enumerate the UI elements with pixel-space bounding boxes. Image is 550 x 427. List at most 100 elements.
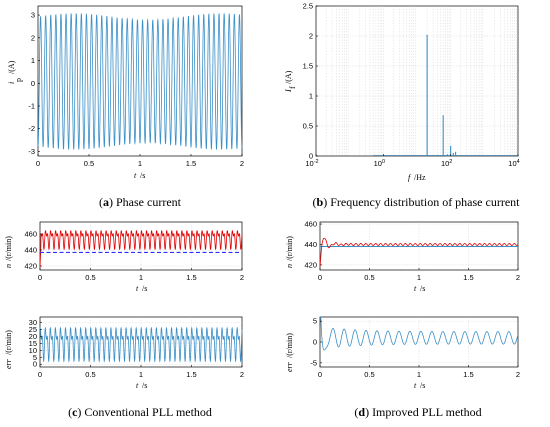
x-tick-label: 2	[240, 370, 244, 379]
caption-text: Conventional PLL method	[84, 405, 212, 419]
phase-current-line	[37, 13, 243, 150]
svg-text:t: t	[414, 284, 417, 293]
svg-text:/s: /s	[142, 284, 147, 293]
x-tick-label: 10-2	[305, 159, 318, 168]
x-tick-label: 1.5	[186, 159, 196, 168]
y-tick-label: 15	[29, 339, 37, 348]
y-tick-label: -5	[310, 358, 317, 367]
x-tick-label: 0.5	[85, 273, 95, 282]
caption-text: Phase current	[116, 195, 182, 209]
caption-tag: d	[358, 405, 365, 419]
data-series	[319, 237, 519, 267]
svg-text:t: t	[136, 284, 139, 293]
caption-c: (c) Conventional PLL method	[68, 405, 212, 419]
y-tick-label: 0	[31, 79, 35, 88]
x-tick-label: 0	[38, 370, 42, 379]
svg-text:t: t	[136, 381, 139, 390]
svg-text:n: n	[285, 264, 294, 268]
data-series	[39, 230, 243, 268]
data-series	[39, 326, 243, 363]
y-tick-label: 30	[29, 318, 37, 327]
y-tick-label: 3	[31, 11, 35, 20]
x-axis-label: t /s	[414, 381, 425, 390]
svg-text:/Hz: /Hz	[414, 173, 426, 182]
y-axis-label: i p /(A)	[7, 60, 23, 84]
y-axis-label: err /(r/min)	[4, 330, 13, 369]
y-axis-label: n /(r/min)	[4, 236, 13, 268]
svg-text:/(r/min): /(r/min)	[285, 333, 294, 358]
axis-ticks: 0 0.5 1 1.5 2 420 440 460	[24, 230, 244, 283]
y-tick-label: -2	[28, 124, 35, 133]
y-tick-label: 2	[309, 32, 313, 41]
plot-frame	[315, 5, 519, 157]
plot-frame	[39, 221, 243, 271]
x-tick-label: 1.5	[186, 273, 196, 282]
caption-tag: c	[72, 405, 78, 419]
axis-ticks: 0 0.5 1 1.5 2 420 440 460	[304, 220, 520, 282]
x-axis-label: t /s	[134, 171, 145, 180]
grid-lines	[40, 222, 242, 270]
y-tick-label: 20	[29, 332, 37, 341]
y-tick-label: 0	[33, 360, 37, 369]
x-tick-label: 0	[318, 370, 322, 379]
x-tick-label: 2	[516, 273, 520, 282]
grid-lines	[40, 317, 242, 367]
x-tick-label: 2	[516, 370, 520, 379]
svg-text:/(A): /(A)	[7, 60, 16, 74]
speed-curve	[39, 230, 243, 268]
x-tick-label: 0.5	[364, 370, 374, 379]
y-tick-label: -3	[28, 147, 35, 156]
y-tick-label: 1	[309, 92, 313, 101]
y-tick-label: -1	[28, 102, 35, 111]
svg-text:/(r/min): /(r/min)	[4, 330, 13, 355]
x-tick-label: 100	[374, 159, 385, 168]
svg-text:f: f	[408, 173, 412, 182]
svg-text:err: err	[285, 361, 294, 372]
y-tick-label: 440	[24, 246, 37, 255]
y-tick-label: 1.5	[303, 62, 313, 71]
x-tick-label: 0.5	[364, 273, 374, 282]
panel-frequency-distribution: 10-2 100 102 104 0 0.5 1 1.5 2 2.5 I f /(A) f /Hz	[284, 2, 520, 183]
panel-improved-error: 0 0.5 1 1.5 2-505 err /(r/min) t /s	[285, 316, 520, 390]
data-series	[320, 316, 519, 351]
y-axis-label: n /(r/min)	[285, 236, 294, 268]
caption-b: (b) Frequency distribution of phase curr…	[313, 195, 521, 209]
x-tick-label: 0	[318, 273, 322, 282]
y-tick-label: 5	[33, 353, 37, 362]
svg-text:/s: /s	[142, 381, 147, 390]
x-tick-label: 1	[139, 273, 143, 282]
x-tick-label: 1.5	[186, 370, 196, 379]
y-axis-label: I f /(A)	[284, 70, 297, 93]
y-tick-label: 0	[313, 338, 317, 347]
grid-lines	[316, 6, 518, 156]
x-tick-label: 1.5	[463, 370, 473, 379]
error-curve	[320, 316, 519, 351]
x-tick-label: 0	[38, 273, 42, 282]
svg-text:p: p	[14, 78, 23, 82]
x-tick-label: 1	[417, 273, 421, 282]
y-tick-label: 440	[304, 240, 317, 249]
x-tick-label: 104	[508, 159, 519, 168]
grid-lines	[320, 317, 518, 367]
y-tick-label: 420	[304, 260, 317, 269]
y-axis-label: err /(r/min)	[285, 333, 294, 372]
x-tick-label: 1	[417, 370, 421, 379]
speed-curve	[319, 237, 519, 267]
svg-text:/s: /s	[420, 284, 425, 293]
svg-text:/(r/min): /(r/min)	[4, 236, 13, 261]
y-tick-label: 0.5	[303, 122, 313, 131]
x-tick-label: 0	[36, 159, 40, 168]
caption-a: (a) Phase current	[99, 195, 182, 209]
caption-tag: a	[103, 195, 109, 209]
y-tick-label: 460	[304, 220, 317, 229]
caption-text: Improved PLL method	[372, 405, 482, 419]
x-tick-label: 0.5	[84, 159, 94, 168]
x-tick-label: 1.5	[463, 273, 473, 282]
error-curve	[39, 326, 243, 363]
axis-ticks: 10-2 100 102 104 0 0.5 1 1.5 2 2.5	[303, 2, 520, 169]
caption-d: (d) Improved PLL method	[354, 405, 481, 419]
x-tick-exponent: 4	[517, 159, 520, 165]
x-tick-exponent: 0	[382, 159, 385, 165]
